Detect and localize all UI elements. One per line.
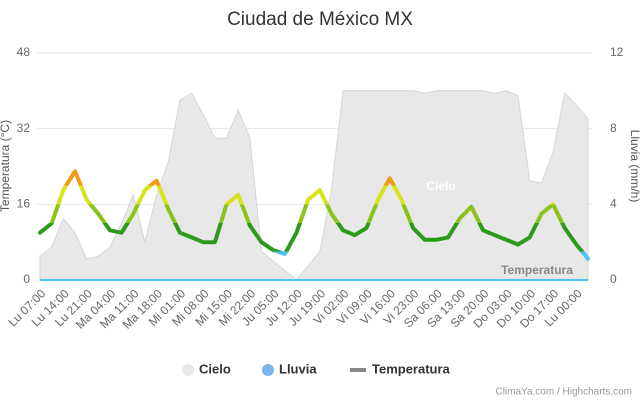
y2-tick-label: 0	[610, 272, 617, 286]
legend-label[interactable]: Temperatura	[372, 361, 451, 376]
y-tick-label: 0	[23, 272, 30, 286]
y-tick-label: 48	[17, 45, 31, 59]
legend-symbol	[182, 364, 194, 376]
annotation: Cielo	[426, 179, 455, 193]
annotation: Temperatura	[501, 263, 573, 277]
chart-title: Ciudad de México MX	[227, 9, 413, 30]
y2-axis-title: Lluvia (mm/h)	[628, 130, 640, 203]
y2-tick-label: 12	[610, 45, 624, 59]
cloud-area	[39, 90, 589, 281]
legend-label[interactable]: Cielo	[199, 361, 231, 376]
legend-symbol	[262, 364, 274, 376]
y2-tick-label: 4	[610, 197, 617, 211]
temperature-line	[38, 169, 590, 261]
y-axis-title: Temperatura (°C)	[0, 120, 12, 212]
legend-label[interactable]: Lluvia	[279, 361, 317, 376]
y-tick-label: 32	[17, 121, 31, 135]
y-tick-label: 16	[17, 197, 31, 211]
y2-tick-label: 8	[610, 121, 617, 135]
credit: ClimaYa.com / Highcharts.com	[495, 387, 632, 398]
